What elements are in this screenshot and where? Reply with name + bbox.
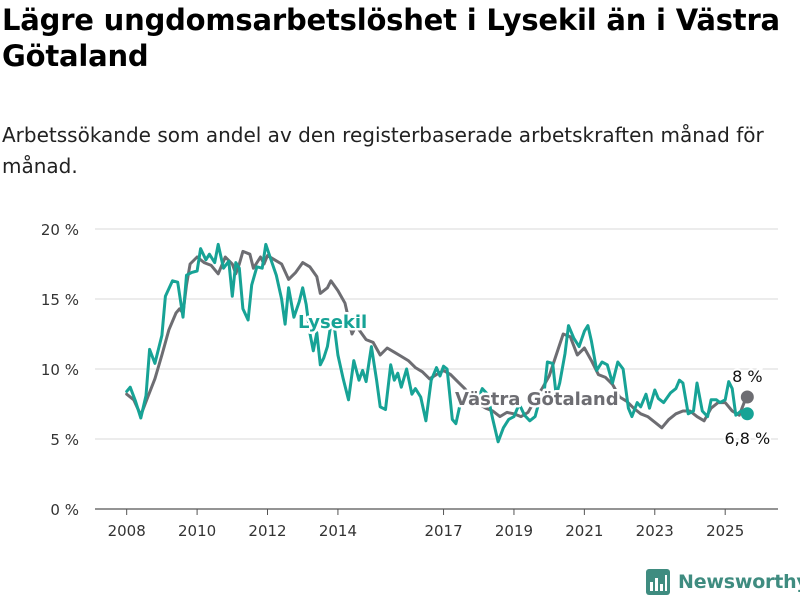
series-line-lysekil [125, 242, 748, 444]
x-tick-label: 2023 [636, 522, 674, 540]
series-lines [125, 242, 754, 444]
series-label-vastra-gotaland-halo: Västra Götaland [455, 389, 619, 410]
x-tick-label: 2025 [706, 522, 744, 540]
end-point-vastra-gotaland [740, 390, 754, 404]
chart-subtitle: Arbetssökande som andel av den registerb… [2, 123, 764, 178]
y-tick-label: 5 % [50, 431, 79, 449]
x-tick-label: 2010 [178, 522, 216, 540]
gridlines [95, 228, 778, 510]
y-tick-label: 20 % [41, 221, 79, 239]
x-tick-label: 2021 [565, 522, 603, 540]
series-label-lysekil: Lysekil [298, 312, 367, 333]
series-label-vastra-gotaland: Västra Götaland [455, 389, 619, 410]
x-tick-label: 2014 [319, 522, 357, 540]
y-tick-label: 15 % [41, 291, 79, 309]
end-point-lysekil [740, 407, 754, 421]
y-axis-ticks: 0 % 5 % 10 % 15 % 20 % [41, 221, 79, 519]
chart-title: Lägre ungdomsarbetslöshet i Lysekil än i… [2, 3, 780, 73]
x-tick-label: 2019 [495, 522, 533, 540]
y-tick-label: 10 % [41, 361, 79, 379]
bar-chart-logo-icon [646, 569, 670, 595]
end-label-vastra-gotaland: 8 % [732, 367, 762, 386]
x-tick-label: 2012 [248, 522, 286, 540]
newsworthy-logo: Newsworthy [646, 569, 800, 595]
x-axis-ticks: 2008 2010 2012 2014 2017 2019 2021 2023 2025 [108, 509, 744, 540]
end-label-lysekil: 6,8 % [724, 429, 770, 448]
brand-name: Newsworthy [678, 571, 800, 593]
x-tick-label: 2008 [108, 522, 146, 540]
y-tick-label: 0 % [50, 501, 79, 519]
x-tick-label: 2017 [424, 522, 462, 540]
series-line-vastra-gotaland [125, 249, 748, 430]
series-label-lysekil-halo: Lysekil [298, 312, 367, 333]
